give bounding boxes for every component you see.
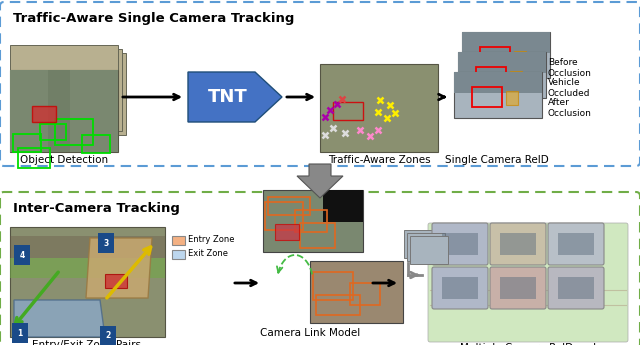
Bar — [10, 236, 165, 258]
Bar — [18, 148, 50, 168]
Bar — [558, 233, 594, 255]
Text: Exit Zone: Exit Zone — [188, 249, 228, 258]
Bar — [300, 223, 335, 248]
FancyBboxPatch shape — [490, 267, 546, 309]
Polygon shape — [86, 238, 152, 298]
Text: Entry/Exit Zone Pairs
in Single Camera: Entry/Exit Zone Pairs in Single Camera — [33, 340, 141, 345]
Bar — [500, 233, 536, 255]
Bar — [514, 51, 526, 65]
Text: Before
Occlusion: Before Occlusion — [548, 58, 592, 78]
Polygon shape — [188, 72, 282, 122]
Bar — [510, 71, 522, 85]
Bar — [10, 45, 118, 127]
Bar — [268, 197, 310, 215]
FancyBboxPatch shape — [432, 267, 488, 309]
Bar — [14, 49, 122, 131]
Bar — [558, 277, 594, 299]
Text: Camera Link Model: Camera Link Model — [260, 328, 360, 338]
Bar — [265, 202, 303, 230]
Bar — [462, 32, 550, 78]
Text: 4: 4 — [19, 250, 24, 259]
Text: Object Detection: Object Detection — [20, 155, 108, 165]
Text: Multiple Camera ReID and
Hierarchical Clustering: Multiple Camera ReID and Hierarchical Cl… — [460, 343, 596, 345]
Bar — [10, 227, 165, 337]
FancyBboxPatch shape — [490, 223, 546, 265]
Bar — [18, 53, 126, 135]
Text: 2: 2 — [106, 332, 111, 341]
FancyBboxPatch shape — [432, 223, 488, 265]
Bar — [462, 32, 550, 53]
Bar — [10, 70, 118, 152]
Text: Entry Zone: Entry Zone — [188, 236, 234, 245]
Bar — [310, 261, 403, 323]
Bar — [480, 47, 510, 67]
Text: TNT: TNT — [208, 88, 248, 106]
FancyBboxPatch shape — [548, 267, 604, 309]
Text: Traffic-Aware Single Camera Tracking: Traffic-Aware Single Camera Tracking — [13, 12, 294, 25]
Bar — [506, 91, 518, 105]
Bar — [350, 283, 380, 305]
Bar — [32, 106, 56, 122]
FancyBboxPatch shape — [0, 192, 640, 345]
Bar — [48, 70, 70, 152]
Bar — [295, 210, 327, 232]
Text: Traffic-Aware Zones: Traffic-Aware Zones — [328, 155, 430, 165]
Bar — [404, 230, 442, 258]
Polygon shape — [14, 300, 105, 337]
Bar — [320, 64, 438, 152]
Text: 3: 3 — [104, 238, 109, 247]
Bar — [500, 277, 536, 299]
Bar — [458, 52, 546, 73]
Bar — [105, 274, 127, 288]
Bar — [40, 124, 66, 140]
Bar — [172, 250, 185, 259]
Bar — [323, 190, 363, 222]
Text: 1: 1 — [17, 328, 22, 337]
FancyBboxPatch shape — [0, 2, 640, 166]
Text: Vehicle
Occluded: Vehicle Occluded — [548, 78, 591, 98]
Bar — [472, 87, 502, 107]
Bar — [454, 72, 542, 93]
Text: After
Occlusion: After Occlusion — [548, 98, 592, 118]
Bar — [313, 272, 353, 300]
Bar — [476, 67, 506, 87]
Bar — [275, 224, 299, 240]
FancyBboxPatch shape — [548, 223, 604, 265]
Bar — [442, 233, 478, 255]
Bar — [458, 52, 546, 98]
Bar — [263, 190, 363, 252]
FancyBboxPatch shape — [428, 223, 628, 342]
Bar — [13, 134, 41, 152]
Bar — [410, 236, 448, 264]
Bar — [454, 72, 542, 118]
Text: Single Camera ReID: Single Camera ReID — [445, 155, 549, 165]
Bar — [82, 135, 110, 153]
Bar — [316, 295, 360, 315]
Bar — [442, 277, 478, 299]
Bar — [55, 119, 93, 145]
Bar — [333, 102, 363, 120]
Bar — [172, 236, 185, 245]
Bar — [10, 70, 118, 152]
Polygon shape — [297, 164, 343, 198]
Bar — [407, 233, 445, 261]
Bar — [10, 258, 165, 278]
Text: Inter-Camera Tracking: Inter-Camera Tracking — [13, 202, 180, 215]
